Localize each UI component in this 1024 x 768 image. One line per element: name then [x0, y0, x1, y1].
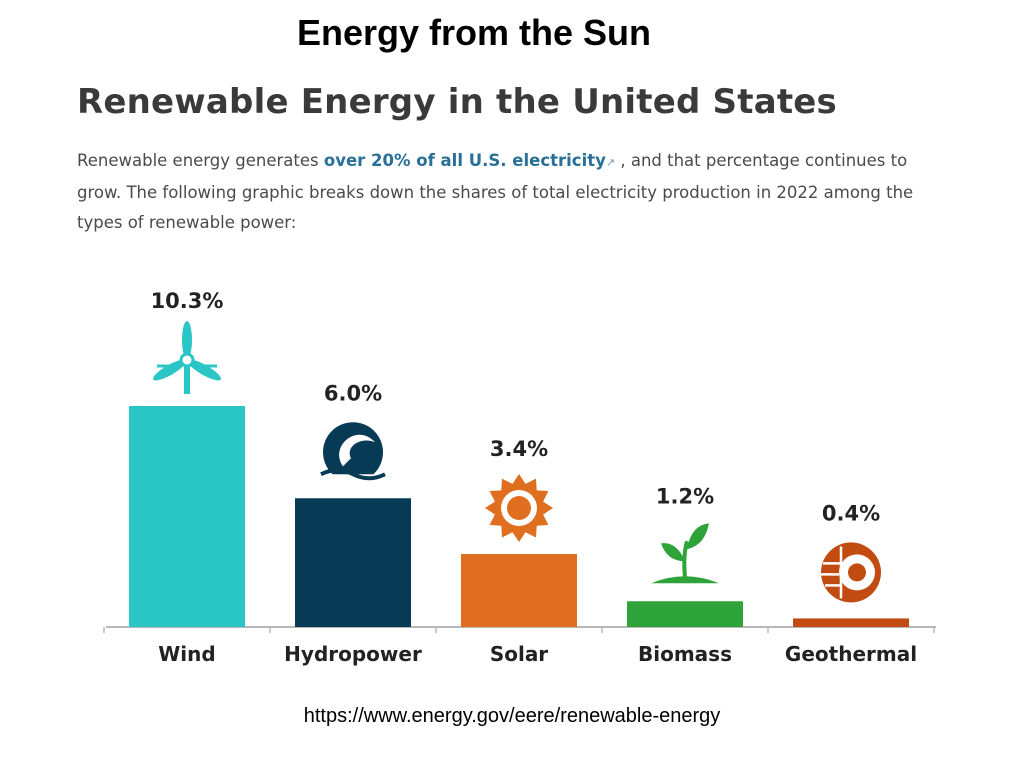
bar-solar: [461, 554, 577, 627]
source-url[interactable]: https://www.energy.gov/eere/renewable-en…: [303, 705, 721, 727]
value-label: 1.2%: [656, 484, 714, 508]
value-label: 0.4%: [822, 501, 880, 525]
bar-wind: [129, 406, 245, 627]
electricity-share-link[interactable]: over 20% of all U.S. electricity: [323, 151, 606, 170]
wind-turbine-icon: [153, 321, 221, 394]
category-label: Wind: [158, 642, 215, 666]
value-label: 6.0%: [324, 381, 382, 405]
value-label: 3.4%: [490, 437, 548, 461]
category-label: Geothermal: [785, 642, 917, 666]
category-label: Biomass: [638, 642, 732, 666]
bar-geothermal: [793, 618, 909, 627]
slide-title: Energy from the Sun: [296, 12, 652, 53]
intro-text-after: , and that percentage continues to grow.…: [77, 151, 914, 232]
external-link-icon: ↗: [605, 156, 616, 169]
bar-hydropower: [295, 498, 411, 627]
value-label: 10.3%: [151, 289, 224, 313]
category-label: Solar: [490, 642, 548, 666]
bar-biomass: [627, 601, 743, 627]
renewable-share-chart: 10.3% Wind 6.0% Hydropower 3.4% Solar 1.2% Biom…: [103, 289, 936, 666]
sun-icon: [485, 474, 553, 542]
article-intro: Renewable energy generates over 20% of a…: [77, 146, 947, 238]
plant-sprout-icon: [651, 523, 719, 584]
intro-text-before: Renewable energy generates: [77, 151, 324, 170]
article-heading: Renewable Energy in the United States: [77, 82, 837, 122]
geothermal-earth-icon: [821, 542, 881, 603]
category-label: Hydropower: [284, 642, 422, 666]
water-wave-icon: [319, 422, 387, 485]
